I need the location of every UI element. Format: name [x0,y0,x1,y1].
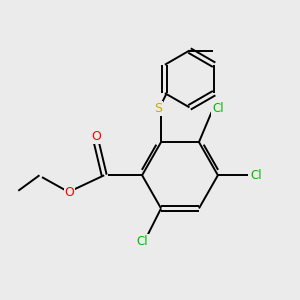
Text: Cl: Cl [212,102,224,116]
Text: Cl: Cl [250,169,262,182]
Text: O: O [92,130,101,143]
Text: Cl: Cl [136,235,148,248]
Text: O: O [64,186,74,199]
Text: S: S [154,102,162,116]
